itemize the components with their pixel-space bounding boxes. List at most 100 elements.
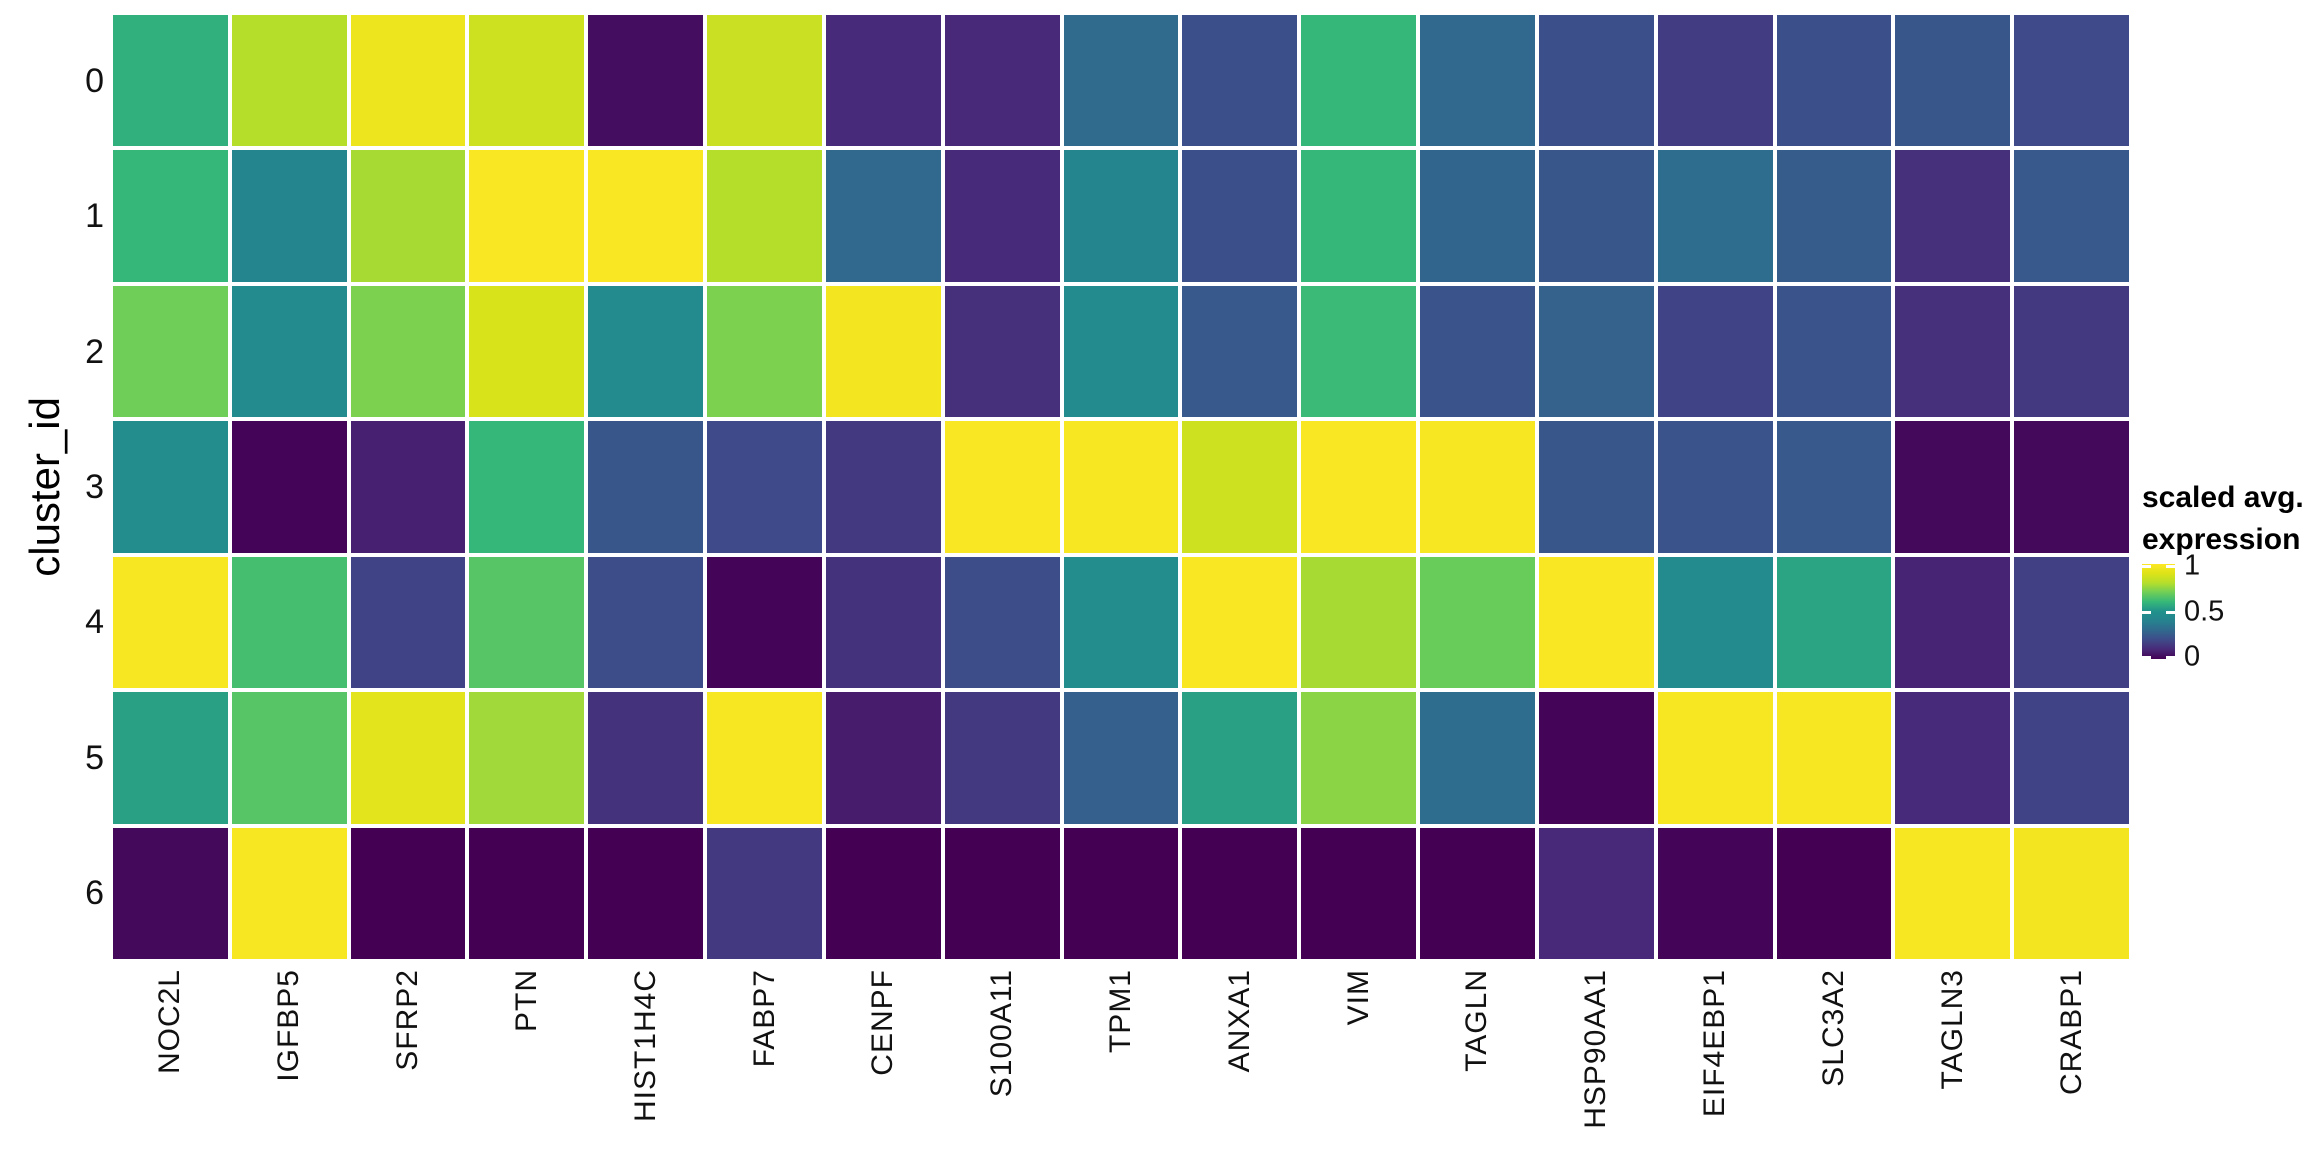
heatmap-cell bbox=[1538, 150, 1654, 282]
heatmap-cell bbox=[1301, 827, 1417, 959]
heatmap-cell bbox=[707, 285, 822, 418]
gene-label: EIF4EBP1 bbox=[1698, 969, 1732, 1118]
heatmap-cell bbox=[231, 692, 347, 824]
heatmap-cell bbox=[825, 15, 941, 147]
heatmap-cell bbox=[1538, 285, 1654, 418]
heatmap-cell bbox=[1063, 556, 1179, 689]
heatmap-cell bbox=[707, 150, 822, 282]
heatmap-cell bbox=[2014, 285, 2129, 418]
gene-label: TAGLN bbox=[1460, 969, 1494, 1072]
heatmap-cell bbox=[1895, 827, 2011, 959]
heatmap-cell bbox=[707, 692, 822, 824]
legend-title: scaled avg. expression bbox=[2142, 477, 2304, 561]
heatmap-cell bbox=[469, 692, 585, 824]
heatmap-cell bbox=[1895, 692, 2011, 824]
legend-title-line1: scaled avg. bbox=[2142, 481, 2304, 514]
heatmap-cell bbox=[1063, 827, 1179, 959]
gene-label: SLC3A2 bbox=[1816, 969, 1850, 1087]
y-tick-label: 6 bbox=[85, 874, 104, 913]
heatmap-cell bbox=[350, 556, 466, 689]
x-tick-label: TAGLN3 bbox=[1895, 969, 2010, 1139]
heatmap-cell bbox=[1538, 421, 1654, 553]
heatmap-cell bbox=[113, 827, 228, 959]
heatmap-cell bbox=[1776, 556, 1892, 689]
heatmap-cell bbox=[113, 285, 228, 418]
x-tick-label: EIF4EBP1 bbox=[1658, 969, 1773, 1139]
heatmap-cell bbox=[1182, 556, 1298, 689]
heatmap-cell bbox=[1895, 150, 2011, 282]
heatmap-cell bbox=[1776, 827, 1892, 959]
gene-label: TPM1 bbox=[1103, 969, 1137, 1054]
heatmap-cell bbox=[1776, 421, 1892, 553]
heatmap-cell bbox=[113, 692, 228, 824]
x-tick-label: VIM bbox=[1301, 969, 1416, 1139]
heatmap-cell bbox=[1657, 827, 1773, 959]
heatmap-cell bbox=[113, 15, 228, 147]
heatmap-cell bbox=[944, 827, 1060, 959]
heatmap-cell bbox=[1776, 150, 1892, 282]
heatmap-cell bbox=[1895, 285, 2011, 418]
heatmap-cell bbox=[469, 15, 585, 147]
heatmap-cell bbox=[588, 15, 704, 147]
heatmap-cell bbox=[944, 692, 1060, 824]
x-tick-label: CRABP1 bbox=[2014, 969, 2129, 1139]
x-tick-label: SFRP2 bbox=[351, 969, 466, 1139]
gene-label: HIST1H4C bbox=[628, 969, 662, 1123]
colorbar-tick-label: 0 bbox=[2184, 640, 2201, 673]
x-tick-label: FABP7 bbox=[707, 969, 822, 1139]
y-tick-label: 0 bbox=[85, 61, 104, 100]
heatmap-cell bbox=[1657, 421, 1773, 553]
heatmap-cell bbox=[1301, 285, 1417, 418]
heatmap-cell bbox=[231, 827, 347, 959]
heatmap-cell bbox=[825, 556, 941, 689]
heatmap-cell bbox=[231, 150, 347, 282]
heatmap-cell bbox=[707, 15, 822, 147]
heatmap-cell bbox=[825, 285, 941, 418]
heatmap-cell bbox=[825, 827, 941, 959]
heatmap-cell bbox=[1895, 556, 2011, 689]
y-axis-tick-labels: 0 1 2 3 4 5 6 bbox=[0, 15, 104, 959]
heatmap-cell bbox=[707, 827, 822, 959]
heatmap-cell bbox=[1182, 15, 1298, 147]
gene-label: PTN bbox=[509, 969, 543, 1032]
heatmap-cell bbox=[1895, 421, 2011, 553]
heatmap-cell bbox=[1420, 692, 1535, 824]
heatmap-cell bbox=[350, 150, 466, 282]
gene-label: HSP90AA1 bbox=[1579, 969, 1613, 1129]
heatmap-cell bbox=[944, 285, 1060, 418]
heatmap-cell bbox=[2014, 421, 2129, 553]
y-tick-label: 2 bbox=[85, 332, 104, 371]
heatmap-cell bbox=[1301, 150, 1417, 282]
gene-label: IGFBP5 bbox=[272, 969, 306, 1082]
heatmap-cell bbox=[1301, 692, 1417, 824]
x-tick-label: HIST1H4C bbox=[588, 969, 703, 1139]
gene-label: FABP7 bbox=[747, 969, 781, 1068]
heatmap-cell bbox=[588, 150, 704, 282]
y-tick-label: 4 bbox=[85, 603, 104, 642]
colorbar-tick-mark bbox=[2166, 656, 2175, 659]
heatmap-cell bbox=[2014, 15, 2129, 147]
heatmap-grid bbox=[113, 15, 2129, 959]
x-axis-tick-labels: NOC2L IGFBP5 SFRP2 PTN HIST1H4C FABP7 CENPF S10… bbox=[113, 969, 2129, 1139]
heatmap-cell bbox=[231, 556, 347, 689]
heatmap-cell bbox=[350, 421, 466, 553]
heatmap-cell bbox=[1538, 692, 1654, 824]
heatmap-cell bbox=[231, 285, 347, 418]
heatmap-cell bbox=[113, 556, 228, 689]
legend-tick-labels: 1 0.5 0 bbox=[2184, 551, 2284, 671]
colorbar-tick-mark bbox=[2142, 565, 2151, 568]
heatmap-cell bbox=[231, 421, 347, 553]
heatmap-cell bbox=[1657, 692, 1773, 824]
heatmap-cell bbox=[944, 15, 1060, 147]
heatmap-cell bbox=[944, 421, 1060, 553]
heatmap-cell bbox=[2014, 150, 2129, 282]
gene-label: NOC2L bbox=[153, 969, 187, 1075]
heatmap-cell bbox=[1657, 150, 1773, 282]
heatmap-cell bbox=[1538, 15, 1654, 147]
colorbar-tick-mark bbox=[2142, 656, 2151, 659]
heatmap-cell bbox=[707, 421, 822, 553]
heatmap-cell bbox=[113, 150, 228, 282]
heatmap-cell bbox=[1182, 150, 1298, 282]
x-tick-label: SLC3A2 bbox=[1777, 969, 1892, 1139]
